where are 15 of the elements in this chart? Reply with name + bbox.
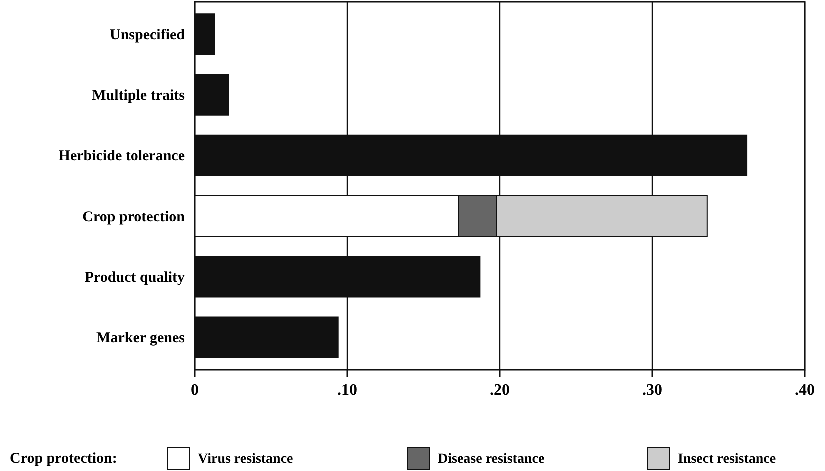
legend-label: Disease resistance [438, 452, 545, 467]
y-tick-label: Multiple traits [92, 88, 186, 104]
x-tick-label: 0 [191, 382, 199, 399]
y-tick-label: Product quality [84, 270, 186, 286]
legend-label: Insect resistance [678, 452, 776, 467]
legend-title: Crop protection: [10, 451, 118, 467]
y-tick-label: Crop protection [82, 209, 186, 226]
y-tick-label: Herbicide tolerance [58, 148, 186, 165]
x-tick-label: .40 [795, 382, 815, 399]
y-tick-label: Marker genes [96, 330, 186, 347]
y-tick-label: Unspecified [110, 27, 186, 44]
legend-label: Virus resistance [198, 452, 294, 467]
x-tick-label: .20 [490, 382, 510, 399]
x-tick-label: .30 [642, 382, 662, 399]
x-tick-label: .10 [338, 382, 358, 399]
